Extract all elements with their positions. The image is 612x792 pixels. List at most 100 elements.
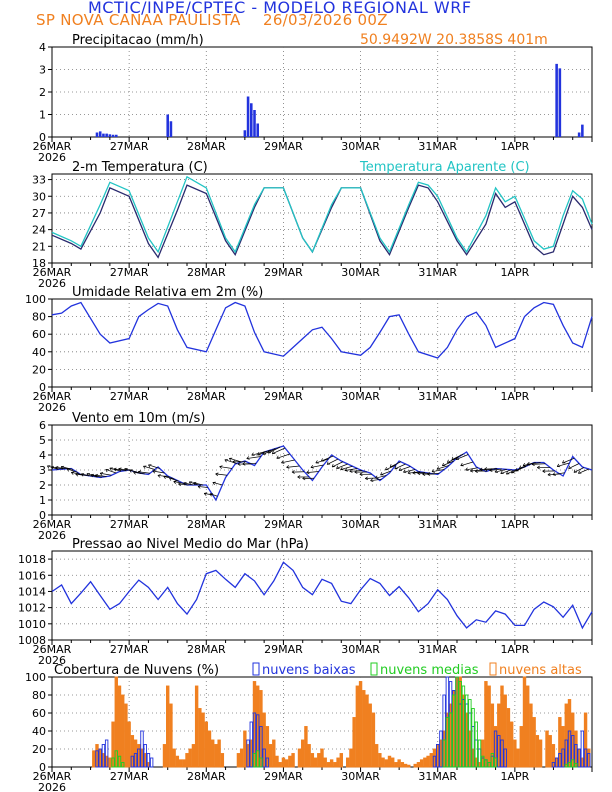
wind-arrow [251,451,266,456]
wind-arrow [204,493,213,496]
x-year-label: 2026 [38,781,66,792]
cloud-bar-nuvens-baixas [133,753,138,768]
cloud-bar-nuvens-altas [272,739,276,768]
wind-arrow-head [138,470,142,473]
wind-arrow [61,466,73,470]
cloud-bar-nuvens-baixas [439,730,443,768]
wind-arrow-head [306,472,310,475]
cloud-bar-nuvens-baixas [246,739,250,768]
wind-arrow-head [349,471,353,473]
cloud-bar-nuvens-medias [111,757,115,768]
x-tick-label: 1APR [500,266,529,279]
cloud-bar-nuvens-altas [358,681,363,768]
wind-arrow [380,470,392,476]
location-label: SP NOVA CANAA PAULISTA [36,11,241,29]
precip-bar [105,133,108,137]
wind-arrow-head [470,470,474,473]
cloud-bar-nuvens-baixas [262,748,266,768]
wind-arrow [398,466,411,471]
cloud-bar-nuvens-baixas [500,739,504,768]
x-tick-label: 28MAR [187,266,226,279]
cloud-bar-nuvens-altas [352,717,356,768]
wind-arrow [465,467,478,471]
cloud-bar-nuvens-altas [288,755,292,768]
x-year-label: 2026 [38,529,66,542]
wind-arrow-head [394,465,397,470]
wind-arrow-head [286,467,290,469]
wind-arrow-head [71,472,74,475]
series-line-wind [51,445,593,502]
cloud-bar-nuvens-altas [365,694,369,768]
wind-arrow [173,481,184,484]
cloud-bar-nuvens-altas [349,748,353,768]
wind-arrow [169,477,180,482]
wind-arrow-head [215,473,219,477]
cloud-bar-nuvens-altas [166,685,170,768]
wind-arrow-head [246,456,250,459]
cloud-bar-nuvens-altas [400,762,405,768]
wind-arrow-head [380,472,383,476]
wind-arrow [209,493,218,497]
wind-arrow-head [143,466,146,469]
y-tick-label: 24 [32,224,46,237]
wind-arrow-head [291,470,295,473]
legend-label: Temperatura Aparente (C) [359,160,530,175]
wind-arrow-head [537,467,541,470]
panel-precip: 0 1 2 3 4 26MAR 27MAR 28MAR 29MAR 30MAR 31MAR 1APR 2… [33,33,593,164]
wind-arrow-head [95,473,99,476]
wind-arrow [385,464,397,471]
cloud-bar-nuvens-baixas [436,744,440,768]
wind-arrow-head [447,459,449,463]
wind-arrow [105,469,117,474]
wind-arrow [326,458,339,465]
wind-arrow-head [470,468,473,472]
wind-arrow-head [531,464,535,467]
cloud-bar-nuvens-altas [387,755,392,768]
wind-arrow-head [262,451,265,455]
cloud-bar-nuvens-altas [214,744,218,768]
wind-arrow-head [370,478,373,481]
wind-arrow-head [204,492,208,494]
wind-arrow [531,463,546,465]
cloud-bar-nuvens-altas [391,757,395,768]
x-tick-label: 1APR [500,770,529,783]
wind-arrow [143,465,155,470]
panel-temp: 18 21 24 27 30 33 26MAR 27MAR 28MAR 29MAR 30MAR 31M… [32,160,593,290]
wind-arrow-head [542,469,546,472]
cloud-bar-nuvens-altas [529,703,533,768]
precip-bar [577,132,581,137]
wind-arrow [394,463,406,470]
cloud-bar-nuvens-medias [442,739,446,768]
cloud-bar-nuvens-altas [329,759,334,768]
wind-arrow-head [479,469,483,472]
panel-title: Umidade Relativa em 2m (%) [72,285,263,300]
panel-wind: 0 1 2 3 4 5 6 26MAR 27MAR 28MAR 29MAR 30MAR 31MAR 1AP… [33,411,593,542]
wind-arrow-head [422,473,426,476]
wind-arrow-head [75,472,79,475]
y-tick-label: 2 [39,86,46,99]
cloud-bar-nuvens-altas [204,721,208,768]
y-tick-label: 1014 [18,585,46,598]
cloud-bar-nuvens-altas [333,762,337,768]
cloud-bar-nuvens-medias [121,762,125,768]
wind-arrow-head [407,472,411,475]
wind-arrow [436,465,450,470]
cloud-bar-nuvens-altas [545,730,549,768]
wind-arrow-head [118,468,121,472]
precip-bar [166,114,169,137]
wind-arrow-head [403,471,407,474]
y-tick-label: 1018 [18,553,46,566]
wind-arrow-head [99,472,103,476]
cloud-bar-nuvens-medias [474,721,478,768]
precip-bar [555,63,558,137]
precip-bar [558,68,562,137]
wind-arrow [573,467,585,473]
cloud-bar-nuvens-altas [92,750,96,768]
wind-arrow-head [133,471,137,473]
wind-arrow-head [500,470,503,474]
cloud-bar-nuvens-altas [326,762,331,768]
wind-arrow [310,464,324,468]
x-tick-label: 30MAR [341,518,380,531]
y-tick-label: 3 [39,464,46,477]
y-tick-label: 18 [32,257,46,270]
